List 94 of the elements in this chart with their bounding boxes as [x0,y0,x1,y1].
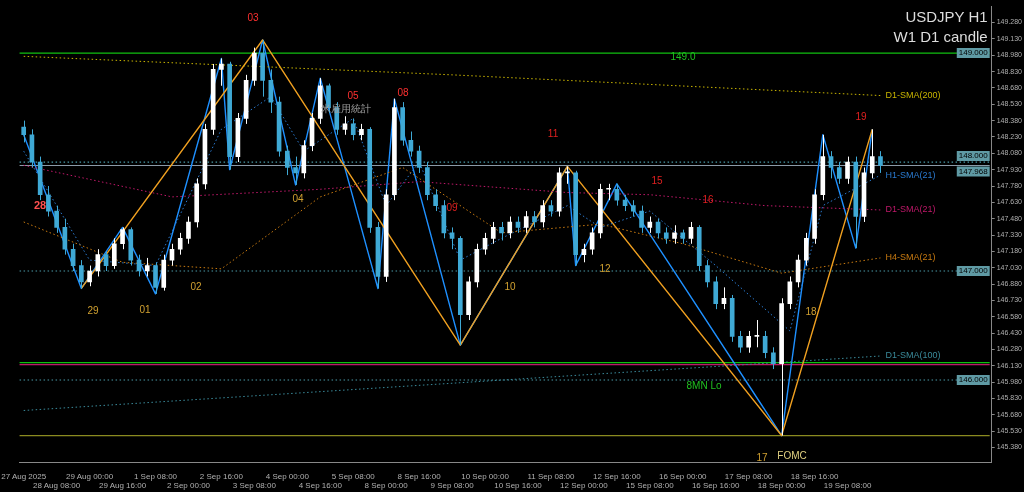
annotation: 12 [599,262,611,274]
ref-line-label: 147.000 [958,266,989,276]
x-tick-label: 18 Sep 16:00 [790,471,839,481]
candlestick [878,150,883,174]
candlestick [746,330,751,354]
series-label: D1-SMA(100) [885,350,941,361]
candlestick [120,226,125,250]
x-tick-label: 4 Sep 00:00 [265,471,310,481]
series-label: D1-SMA(21) [885,204,936,215]
x-tick-label: 28 Aug 08:00 [33,481,81,491]
candlestick [293,156,298,186]
candlestick [639,205,644,234]
x-tick-label: 2 Sep 16:00 [199,471,244,481]
x-tick-label: 11 Sep 08:00 [527,471,575,481]
x-tick-label: 10 Sep 00:00 [461,471,510,481]
annotation: 10 [504,280,516,292]
annotation: 28 [33,199,47,212]
candlestick [177,232,183,256]
candlestick [738,330,743,354]
x-tick-label: 9 Sep 08:00 [430,481,475,491]
annotation: 08 [397,86,409,98]
x-tick-label: 12 Sep 16:00 [593,471,642,481]
line-series [23,164,881,211]
candlestick [79,259,84,289]
x-tick-label: 16 Sep 16:00 [691,481,741,491]
x-tick-label: 8 Sep 00:00 [364,481,409,491]
annotation: 18 [805,305,817,317]
candlestick [845,156,850,185]
annotation: 149.0 [670,50,696,62]
annotation: 01 [139,303,151,315]
x-tick-label: 17 Sep 08:00 [724,471,774,481]
chart-title: USDJPY H1 [905,7,988,25]
x-tick-label: 16 Sep 00:00 [658,471,708,481]
annotation: 8MN Lo [686,379,722,391]
candlestick [144,257,150,277]
annotation: 11 [547,127,559,139]
text: W1 D1 candle [893,27,988,45]
candlestick [771,346,776,370]
candlestick [523,210,529,234]
annotation: 16 [702,193,714,205]
ref-line-label: 147.968 [958,166,989,176]
x-tick-label: 8 Sep 16:00 [397,471,442,481]
annotation: 09 [446,201,458,213]
candlestick [540,199,546,228]
candlestick [54,205,59,234]
candlestick [111,237,117,270]
x-tick-label: 1 Sep 08:00 [133,471,178,481]
x-tick-label: 5 Sep 08:00 [331,471,376,481]
candlestick [186,216,191,245]
series-label: H1-SMA(21) [885,169,936,180]
candlestick [219,58,224,87]
candlestick [350,117,356,141]
x-tick-label: 12 Sep 00:00 [560,481,609,491]
x-tick-label: 2 Sep 00:00 [166,481,211,491]
x-tick-label: 18 Sep 00:00 [757,481,806,491]
candlestick [804,232,809,267]
candlestick [490,221,496,245]
annotation: 03 [247,11,259,23]
annotation: 29 [87,304,99,316]
candlestick [499,221,504,241]
candlestick [705,259,710,288]
x-tick-label: 19 Sep 08:00 [823,481,872,491]
candlestick [836,161,842,185]
series-label: D1-SMA(200) [885,90,941,101]
annotation: FOMC [777,449,807,461]
candlestick [672,224,677,245]
ref-line-label: 149.000 [958,48,989,58]
x-tick-label: 27 Aug 2025 [1,471,47,481]
ref-line-label: 146.000 [958,375,989,385]
series-label: H4-SMA(21) [885,252,936,263]
x-tick-label: 10 Sep 16:00 [494,481,543,491]
annotation: 15 [651,174,663,186]
candlestick [46,185,51,218]
x-tick-label: 29 Aug 00:00 [66,471,114,481]
annotation: 02 [190,280,202,292]
candlestick [754,319,760,348]
annotation: 05 [347,89,359,101]
candlestick [869,128,875,179]
candlestick [507,216,513,239]
candlestick [153,261,158,295]
annotation: 19 [855,110,867,122]
candlestick [21,120,27,143]
x-tick-label: 4 Sep 16:00 [298,481,343,491]
annotation: 04 [292,192,304,204]
x-tick-label: 29 Aug 16:00 [98,481,147,491]
candlestick [87,265,92,287]
candlestick [713,275,719,310]
annotation: 17 [756,451,768,463]
candlestick [284,145,290,176]
ref-line-label: 148.000 [958,151,989,161]
line-series [23,166,881,274]
x-tick-label: 15 Sep 08:00 [626,481,675,491]
x-tick-label: 3 Sep 08:00 [232,481,277,491]
candlestick [433,188,438,212]
